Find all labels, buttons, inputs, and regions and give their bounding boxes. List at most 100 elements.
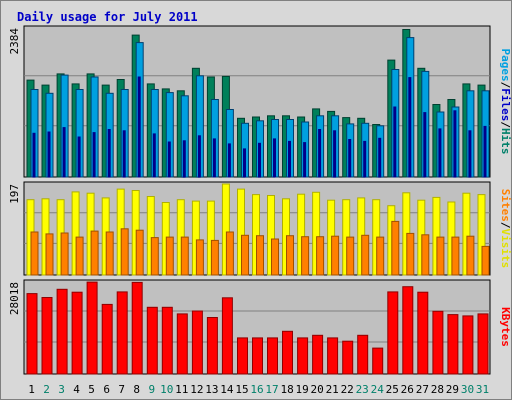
pages-bar (122, 130, 126, 178)
sites-bar (225, 231, 234, 276)
kbytes-bar (417, 291, 429, 375)
hits-legend-part: Pages (499, 49, 512, 82)
sites-bar (180, 236, 189, 276)
kbytes-bar (221, 297, 233, 375)
x-tick-label: 18 (280, 383, 293, 396)
kbytes-bar (432, 310, 444, 375)
x-tick-label: 4 (73, 383, 80, 396)
pages-bar (273, 138, 276, 178)
kbytes-bar (237, 337, 248, 375)
x-tick-label: 6 (103, 383, 110, 396)
pages-bar (453, 110, 457, 178)
kbytes-bar (387, 291, 399, 375)
kbytes-bar (56, 288, 68, 375)
kbytes-bar (447, 314, 459, 375)
sites-bar (391, 220, 400, 276)
visits-legend-part: / (499, 222, 512, 229)
x-tick-label: 27 (416, 383, 429, 396)
pages-bar (243, 148, 246, 178)
hits-legend-part: Files (499, 88, 512, 121)
x-tick-label: 19 (295, 383, 308, 396)
pages-bar (423, 112, 427, 178)
x-tick-label: 21 (326, 383, 339, 396)
sites-bar (75, 236, 84, 276)
sites-bar (361, 234, 370, 276)
x-tick-label: 5 (88, 383, 95, 396)
sites-bar (436, 236, 445, 276)
chart-title: Daily usage for July 2011 (17, 10, 198, 24)
pages-bar (182, 140, 186, 178)
pages-bar (62, 127, 66, 178)
x-tick-label: 7 (118, 383, 125, 396)
x-tick-label: 31 (476, 383, 489, 396)
x-tick-label: 24 (371, 383, 385, 396)
visits-legend: Sites/Visits (499, 189, 512, 269)
sites-bar (241, 234, 249, 276)
kbytes-bar (71, 291, 83, 375)
visits-legend-part: Sites (499, 189, 512, 222)
pages-bar (483, 125, 487, 178)
pages-bar (92, 132, 96, 178)
kbytes-bar (146, 306, 158, 375)
pages-bar (303, 142, 307, 178)
kbytes-bar (297, 337, 309, 375)
pages-bar (438, 128, 442, 178)
sites-bar (376, 236, 385, 276)
sites-bar (256, 235, 264, 276)
pages-bar (408, 77, 412, 178)
kbytes-bar (131, 281, 143, 375)
x-tick-label: 20 (310, 383, 323, 396)
x-tick-label: 3 (58, 383, 65, 396)
sites-bar (286, 235, 294, 276)
x-tick-label: 25 (386, 383, 399, 396)
kbytes-bar (282, 330, 293, 375)
pages-bar (468, 130, 472, 178)
sites-bar (331, 235, 340, 276)
sites-bar (451, 236, 460, 276)
kbytes-bar (477, 313, 489, 375)
kbytes-bar (26, 293, 38, 375)
sites-bar (406, 232, 415, 276)
sites-bar (466, 235, 475, 276)
sites-bar (271, 238, 279, 276)
x-tick-label: 16 (250, 383, 263, 396)
x-tick-label: 15 (235, 383, 248, 396)
sites-bar (346, 236, 355, 276)
x-tick-label: 22 (341, 383, 354, 396)
pages-bar (197, 135, 201, 178)
x-tick-label: 8 (133, 383, 140, 396)
sites-bar (195, 239, 204, 276)
pages-bar (227, 143, 231, 178)
pages-bar (152, 133, 156, 178)
pages-bar (32, 132, 36, 178)
kbytes-bar (161, 306, 173, 375)
kbytes-bar (116, 291, 128, 375)
kbytes-bar (206, 317, 218, 375)
kbytes-bar (357, 334, 369, 375)
sites-bar (120, 228, 129, 276)
sites-bar (421, 234, 430, 276)
x-tick-label: 14 (220, 383, 234, 396)
pages-bar (107, 129, 111, 178)
pages-bar (378, 137, 382, 178)
pages-bar (348, 139, 352, 178)
kbytes-bar (342, 340, 354, 375)
pages-bar (258, 142, 261, 178)
sites-bar (316, 236, 325, 276)
visits-legend-part: Visits (499, 229, 512, 269)
pages-bar (77, 136, 81, 178)
sites-bar (90, 230, 99, 276)
sites-bar (30, 231, 39, 276)
pages-bar (393, 106, 397, 178)
pages-bar (212, 138, 216, 178)
sites-bar (60, 232, 69, 276)
kbytes-bar (86, 281, 98, 375)
hits-legend-part: Hits (499, 128, 512, 155)
sites-bar (481, 245, 490, 276)
hits-legend-part: / (499, 82, 512, 89)
sites-bar (301, 236, 310, 276)
x-tick-label: 29 (446, 383, 459, 396)
x-tick-label: 28 (431, 383, 444, 396)
